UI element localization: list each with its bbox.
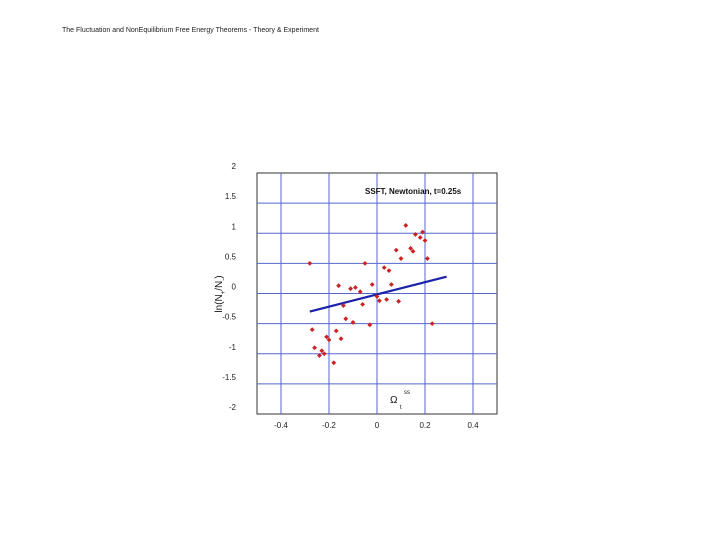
data-point xyxy=(319,348,325,354)
data-point xyxy=(333,328,339,334)
data-point xyxy=(403,223,409,228)
data-point xyxy=(331,360,337,366)
data-point xyxy=(425,256,430,261)
x-label-main: Ω xyxy=(390,395,398,406)
slide-header: The Fluctuation and NonEquilibrium Free … xyxy=(62,27,319,34)
y-tick-label: -1 xyxy=(229,343,237,352)
data-point xyxy=(357,289,363,295)
y-tick-label: 0.5 xyxy=(225,252,237,261)
data-point xyxy=(367,322,373,328)
y-tick-label: -0.5 xyxy=(222,313,236,322)
y-tick-label: -2 xyxy=(229,403,237,412)
x-tick-label: 0 xyxy=(375,421,380,430)
x-tick-label: -0.2 xyxy=(322,421,336,430)
y-tick-label: -1.5 xyxy=(222,373,236,382)
y-label-end: ) xyxy=(214,275,225,278)
x-tick-label: 0.4 xyxy=(467,421,479,430)
data-point xyxy=(321,351,327,357)
y-label-mid: /N xyxy=(214,281,225,291)
data-point xyxy=(343,316,349,322)
y-tick-label: 1.5 xyxy=(225,192,237,201)
data-point xyxy=(369,282,375,287)
y-label-main: ln(N xyxy=(214,294,225,312)
scatter-chart: -0.4 -0.2 0 0.2 0.4 -2 -1.5 -1 -0.5 0 0.5 1 1.5 2 SSF… xyxy=(214,162,498,430)
data-point xyxy=(350,320,356,325)
data-point xyxy=(348,286,353,292)
data-point xyxy=(384,297,389,302)
data-point xyxy=(341,303,346,308)
x-axis-label: Ω t ss xyxy=(390,390,410,411)
y-tick-label: 2 xyxy=(232,162,237,171)
data-point xyxy=(336,283,341,289)
y-axis-label: ln(N+/N-) xyxy=(214,275,227,312)
y-label-sub1: + xyxy=(221,290,227,294)
data-point xyxy=(317,353,322,358)
x-tick-label: 0.2 xyxy=(419,421,431,430)
data-point xyxy=(353,285,358,290)
x-label-sub: t xyxy=(400,405,402,411)
tick-labels: -0.4 -0.2 0 0.2 0.4 -2 -1.5 -1 -0.5 0 0.5 1 1.5 2 xyxy=(222,162,479,430)
data-point xyxy=(408,245,413,251)
y-label-sub2: - xyxy=(221,279,227,281)
data-point xyxy=(413,232,418,237)
x-label-sup: ss xyxy=(404,390,410,396)
x-tick-label: -0.4 xyxy=(274,421,288,430)
data-point xyxy=(422,238,428,243)
data-point xyxy=(360,301,365,307)
data-point xyxy=(377,298,382,304)
data-point xyxy=(309,327,315,333)
data-point xyxy=(393,247,399,253)
chart-title: SSFT, Newtonian, t=0.25s xyxy=(365,187,462,196)
y-tick-label: 1 xyxy=(232,222,237,231)
data-point xyxy=(420,229,425,235)
y-tick-label: 0 xyxy=(232,283,237,292)
data-point xyxy=(326,337,332,343)
data-point xyxy=(389,282,394,287)
data-point xyxy=(396,298,401,304)
data-point xyxy=(324,334,329,340)
data-point xyxy=(312,345,317,351)
svg-text:ln(N+/N-): ln(N+/N-) xyxy=(214,275,227,312)
data-point xyxy=(381,265,387,270)
fit-line xyxy=(309,275,447,313)
data-point xyxy=(417,235,423,240)
fit-line-group xyxy=(309,275,447,313)
data-point xyxy=(386,268,392,274)
